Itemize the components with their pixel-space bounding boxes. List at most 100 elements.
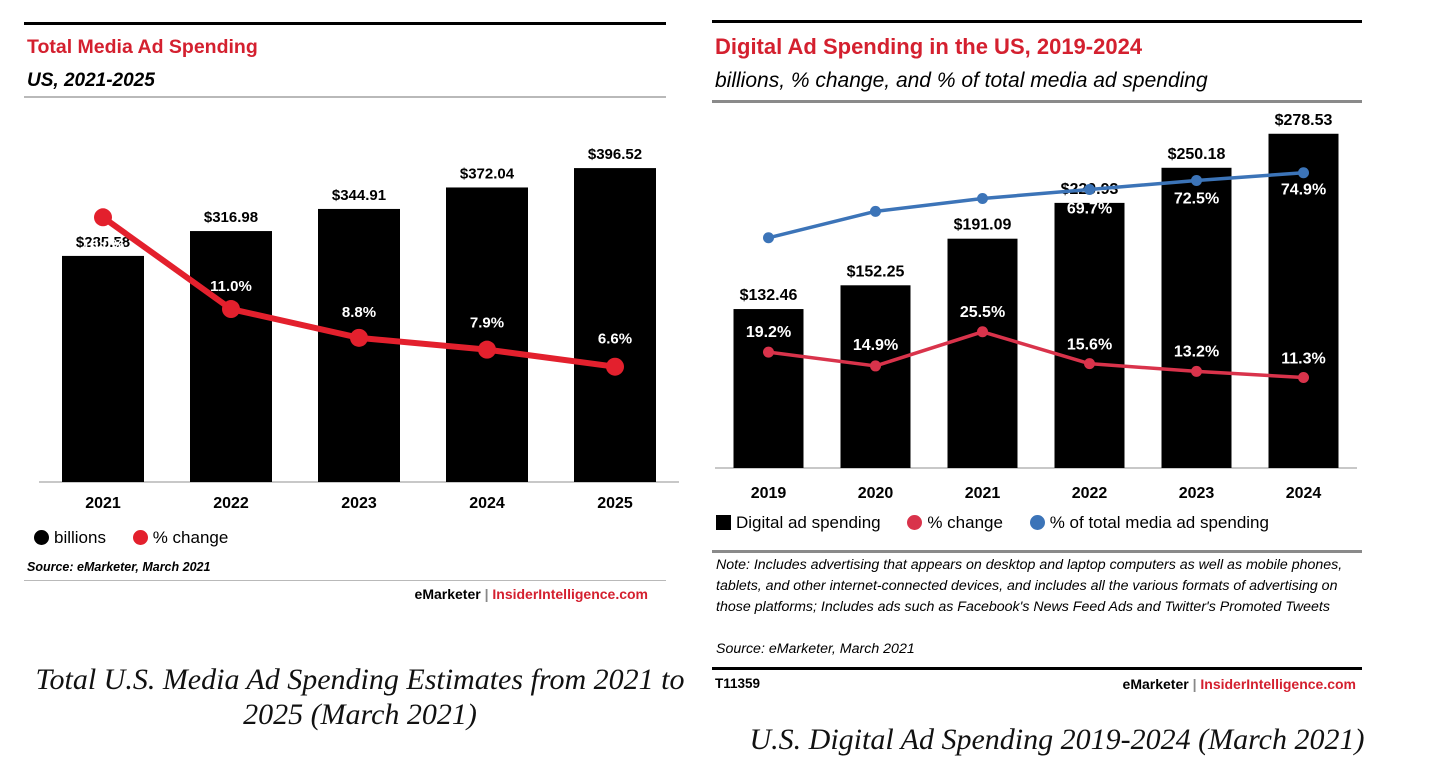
bar-value-label: $278.53 bbox=[1275, 112, 1333, 129]
methodology-note: Note: Includes advertising that appears … bbox=[716, 557, 1343, 615]
legend-swatch-billions bbox=[34, 529, 49, 545]
bar-2022 bbox=[190, 231, 272, 482]
data-point bbox=[1084, 183, 1095, 195]
insider-intelligence-link[interactable]: InsiderIntelligence.com bbox=[492, 586, 648, 602]
bar-2023 bbox=[1161, 167, 1232, 468]
bar-2022 bbox=[1054, 202, 1125, 468]
top-rule bbox=[24, 22, 666, 25]
data-point bbox=[870, 360, 881, 372]
x-tick-label: 2022 bbox=[213, 495, 249, 512]
point-value-label: 18.0% bbox=[82, 236, 125, 253]
point-value-label: 13.2% bbox=[1174, 343, 1219, 360]
data-point bbox=[350, 328, 368, 347]
x-tick-label: 2024 bbox=[1286, 485, 1322, 502]
series-line-2 bbox=[766, 170, 1306, 240]
legend-label: billions bbox=[54, 527, 106, 547]
data-point bbox=[478, 340, 496, 359]
header-divider bbox=[712, 100, 1362, 103]
chart-title: Total Media Ad Spending bbox=[27, 36, 258, 58]
point-value-label: 62.9% bbox=[853, 223, 898, 240]
point-value-label: 8.8% bbox=[342, 304, 376, 321]
point-value-label: 25.5% bbox=[960, 304, 1005, 321]
legend-label: % change bbox=[927, 512, 1003, 532]
x-tick-label: 2020 bbox=[858, 485, 894, 502]
brand-separator: | bbox=[1192, 676, 1197, 692]
legend-item-digital-ad-spending: Digital ad spending bbox=[716, 513, 881, 533]
x-tick-label: 2022 bbox=[1072, 485, 1108, 502]
point-value-label: 14.9% bbox=[853, 337, 898, 354]
bar-value-label: $316.98 bbox=[204, 209, 258, 226]
bar-value-label: $152.25 bbox=[847, 263, 905, 280]
point-value-label: 15.6% bbox=[1067, 337, 1112, 354]
point-value-label: 74.9% bbox=[1281, 182, 1326, 199]
bar-2019 bbox=[733, 309, 804, 468]
brand-separator: | bbox=[484, 586, 489, 602]
data-point bbox=[94, 208, 112, 227]
x-tick-label: 2024 bbox=[469, 495, 505, 512]
bar-2021 bbox=[947, 238, 1018, 468]
header-divider bbox=[24, 96, 666, 98]
legend-swatch-change bbox=[907, 514, 923, 530]
chart-subtitle: billions, % change, and % of total media… bbox=[715, 69, 1208, 92]
chart-subtitle: US, 2021-2025 bbox=[27, 70, 155, 91]
bar-value-label: $396.52 bbox=[588, 146, 642, 163]
bar-value-label: $191.09 bbox=[954, 217, 1012, 234]
point-value-label: 11.3% bbox=[1281, 351, 1325, 368]
legend-item-change: % change bbox=[907, 513, 1003, 533]
point-value-label: 54.7% bbox=[746, 247, 791, 264]
footer-divider bbox=[24, 580, 666, 581]
point-value-label: 6.6% bbox=[598, 331, 632, 348]
emarketer-brand: eMarketer bbox=[1122, 676, 1189, 692]
digital-ad-spending-panel: Digital Ad Spending in the US, 2019-2024… bbox=[712, 20, 1362, 700]
top-rule bbox=[712, 20, 1362, 23]
emarketer-brand: eMarketer bbox=[414, 586, 481, 602]
legend-label: Digital ad spending bbox=[736, 512, 881, 532]
data-point bbox=[870, 205, 881, 217]
bar-value-label: $132.46 bbox=[740, 287, 798, 304]
bar-value-label: $250.18 bbox=[1168, 146, 1226, 163]
bar-value-label: $285.58 bbox=[76, 234, 130, 251]
point-value-label: 66.9% bbox=[960, 172, 1005, 189]
data-point bbox=[977, 326, 988, 338]
point-value-label: 69.7% bbox=[1067, 200, 1112, 217]
bar-value-label: $372.04 bbox=[460, 165, 515, 182]
legend-label: % of total media ad spending bbox=[1049, 512, 1269, 532]
chart-code: T11359 bbox=[715, 676, 761, 691]
point-value-label: 11.0% bbox=[210, 278, 252, 295]
right-chart: $132.462019$152.252020$191.092021$220.93… bbox=[715, 112, 1357, 502]
left-figure-caption: Total U.S. Media Ad Spending Estimates f… bbox=[35, 663, 685, 731]
legend: billions % change bbox=[34, 527, 250, 548]
x-tick-label: 2023 bbox=[1179, 485, 1215, 502]
chart-title: Digital Ad Spending in the US, 2019-2024 bbox=[715, 34, 1143, 59]
x-tick-label: 2021 bbox=[965, 485, 1001, 502]
bar-2024 bbox=[446, 187, 528, 482]
brand-credit: eMarketer | InsiderIntelligence.com bbox=[1123, 676, 1356, 692]
x-tick-label: 2021 bbox=[85, 495, 121, 512]
data-point bbox=[606, 357, 624, 376]
note-divider bbox=[712, 550, 1362, 553]
bar-2020 bbox=[840, 285, 911, 468]
bar-value-label: $344.91 bbox=[332, 187, 386, 204]
bar-2021 bbox=[62, 255, 144, 482]
x-tick-label: 2025 bbox=[597, 495, 633, 512]
legend-item-billions: billions bbox=[34, 528, 106, 548]
brand-credit: eMarketer | InsiderIntelligence.com bbox=[415, 586, 648, 602]
data-point bbox=[1191, 174, 1202, 186]
insider-intelligence-link[interactable]: InsiderIntelligence.com bbox=[1200, 676, 1356, 692]
data-point bbox=[222, 300, 240, 319]
right-figure-caption: U.S. Digital Ad Spending 2019-2024 (Marc… bbox=[749, 723, 1365, 756]
bar-2025 bbox=[574, 168, 656, 483]
legend-label: % change bbox=[152, 527, 229, 547]
legend-item-change: % change bbox=[132, 527, 229, 548]
legend-swatch-share bbox=[1029, 514, 1045, 530]
data-point bbox=[763, 232, 774, 244]
data-point bbox=[763, 346, 774, 358]
x-tick-label: 2023 bbox=[341, 495, 377, 512]
series-line-1 bbox=[766, 330, 1306, 380]
source-note: Source: eMarketer, March 2021 bbox=[27, 560, 211, 574]
point-value-label: 72.5% bbox=[1174, 190, 1219, 207]
bar-2024 bbox=[1268, 133, 1339, 468]
data-point bbox=[977, 192, 988, 204]
source-note: Source: eMarketer, March 2021 bbox=[716, 641, 915, 657]
point-value-label: 7.9% bbox=[470, 315, 504, 332]
